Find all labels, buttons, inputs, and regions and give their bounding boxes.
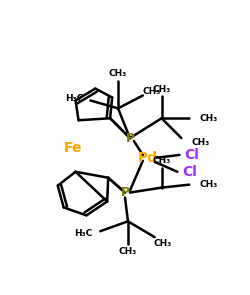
Text: Fe: Fe [63,141,82,155]
Text: CH₃: CH₃ [109,69,127,78]
Text: CH₃: CH₃ [142,87,161,96]
Text: CH₃: CH₃ [152,156,171,165]
Text: Pd: Pd [138,151,158,165]
Text: CH₃: CH₃ [191,137,210,147]
Text: CH₃: CH₃ [199,180,218,189]
Text: CH₃: CH₃ [199,114,218,123]
Text: P: P [126,132,134,145]
Text: CH₃: CH₃ [152,85,171,94]
Text: CH₃: CH₃ [119,247,137,255]
Text: Cl: Cl [182,165,197,179]
Text: H₃C: H₃C [74,229,92,238]
Text: H₃C: H₃C [65,94,84,103]
Text: Cl: Cl [184,148,199,162]
Text: CH₃: CH₃ [154,239,172,248]
Text: P: P [120,186,130,199]
